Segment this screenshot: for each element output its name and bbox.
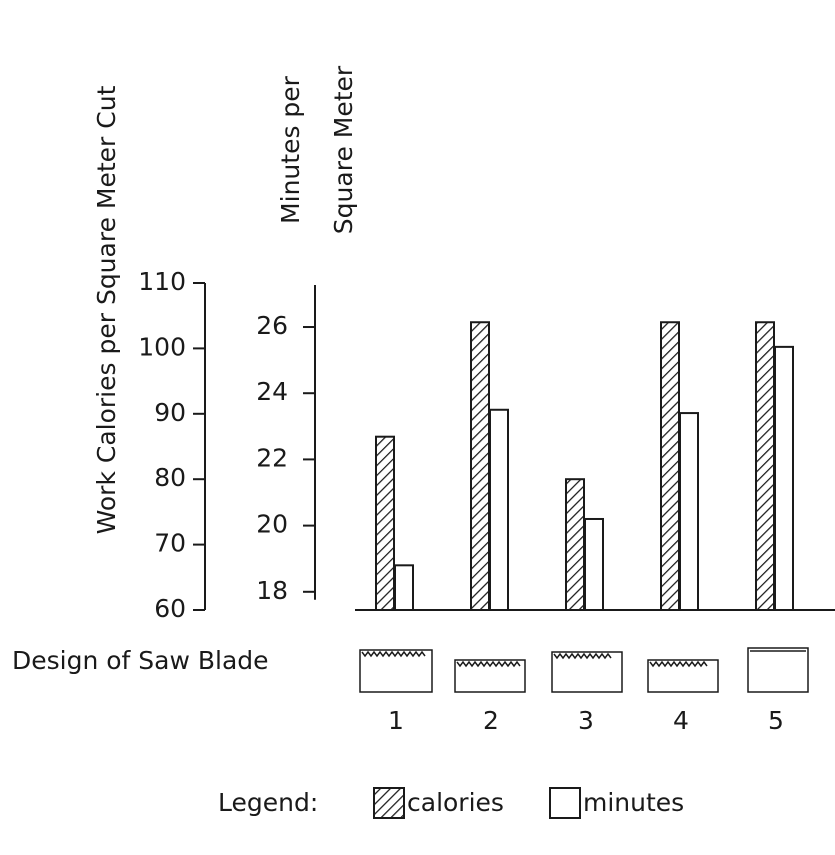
y-tick-label: 60 — [154, 594, 186, 623]
legend-label: calories — [407, 788, 504, 817]
legend-label: minutes — [583, 788, 684, 817]
bar — [680, 413, 698, 610]
y2-tick-label: 24 — [256, 377, 288, 406]
blade-icons — [360, 648, 808, 692]
y-tick-label: 100 — [138, 332, 186, 361]
y2-axis-title: Minutes per — [276, 75, 305, 224]
bar — [585, 519, 603, 610]
x-tick-label: 2 — [483, 706, 499, 735]
x-axis-title: Design of Saw Blade — [12, 646, 269, 675]
bar — [376, 437, 394, 610]
bar — [566, 479, 584, 610]
bar — [471, 322, 489, 610]
y2-tick-label: 18 — [256, 576, 288, 605]
bar — [395, 565, 413, 610]
y-tick-label: 110 — [138, 267, 186, 296]
x-tick-label: 3 — [578, 706, 594, 735]
x-tick-label: 5 — [768, 706, 784, 735]
x-tick-label: 4 — [673, 706, 689, 735]
y2-tick-label: 20 — [256, 510, 288, 539]
legend-swatch — [374, 788, 404, 818]
bar — [490, 410, 508, 610]
y-tick-label: 80 — [154, 463, 186, 492]
y-axis-title: Work Calories per Square Meter Cut — [92, 85, 121, 534]
bar — [775, 347, 793, 610]
y2-tick-label: 26 — [256, 311, 288, 340]
chart: Work Calories per Square Meter Cut Minut… — [0, 0, 835, 855]
y-tick-label: 90 — [154, 398, 186, 427]
y-tick-label: 70 — [154, 529, 186, 558]
x-tick-label: 1 — [388, 706, 404, 735]
y2-tick-label: 22 — [256, 443, 288, 472]
legend-swatch — [550, 788, 580, 818]
bar — [661, 322, 679, 610]
bar — [756, 322, 774, 610]
legend-title: Legend: — [218, 788, 318, 817]
y2-axis-title: Square Meter — [329, 65, 358, 234]
